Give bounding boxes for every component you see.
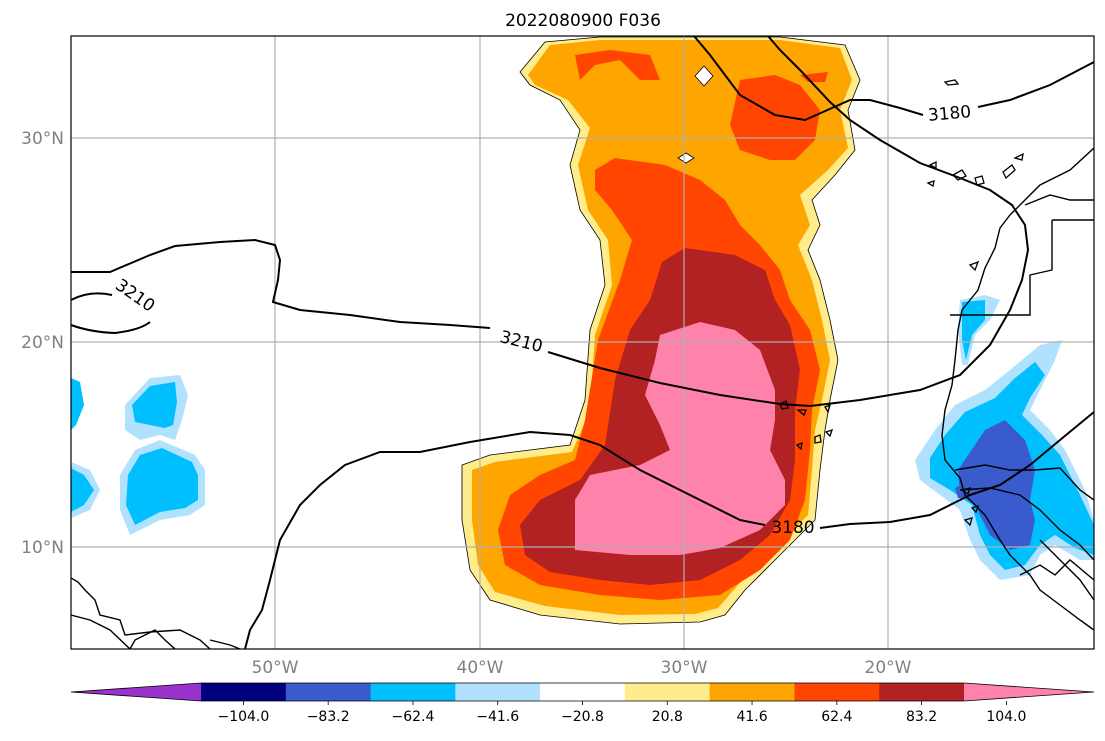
- lat-label-30n: 30°N: [21, 129, 64, 149]
- colorbar-tick-label: 104.0: [986, 709, 1026, 725]
- neg-blob-edge1: [71, 378, 84, 430]
- coastline-south-america: [71, 614, 131, 649]
- map-gridlines: [71, 36, 1094, 649]
- colorbar-segment: [794, 683, 880, 701]
- colorbar-tick-label: −83.2: [307, 709, 350, 725]
- colorbar-outline: [70, 682, 1095, 702]
- pocket-white-2: [677, 152, 695, 164]
- colorbar-segment: [879, 683, 965, 701]
- colorbar-segment: [285, 683, 372, 701]
- lon-label-30w: 30°W: [661, 658, 708, 678]
- lon-label-40w: 40°W: [457, 658, 504, 678]
- island-canary-2: [974, 175, 985, 186]
- island-canary-4: [1013, 152, 1024, 161]
- contour-3180-south-b: [819, 411, 1094, 529]
- contour-3210-west-2: [71, 321, 151, 335]
- island-cape-verde-3: [814, 434, 822, 444]
- border-mauritania: [950, 220, 1053, 316]
- colorbar-segment: [624, 683, 711, 701]
- neg-east-small-inner: [962, 300, 985, 360]
- colorbar: −104.0 −83.2 −62.4 −41.6 −20.8 20.8 41.6 62.4 83…: [70, 682, 1095, 725]
- pocket-white-1: [694, 65, 714, 87]
- contour-label-3210-west: 3210: [111, 275, 158, 316]
- lat-label-20n: 20°N: [21, 333, 64, 353]
- border-westafrica-4: [1019, 559, 1094, 581]
- coastlines: [71, 147, 1094, 649]
- shade-outline: [461, 36, 861, 625]
- coastline-guiana: [209, 639, 241, 649]
- island-cape-verde-1: [779, 400, 789, 410]
- coastline-canary-border: [1024, 194, 1094, 206]
- height-contours: [71, 36, 1094, 649]
- shade-83-2-small: [800, 72, 828, 82]
- island-bijagos-3: [960, 487, 971, 496]
- colorbar-segment: [370, 683, 456, 701]
- contour-3210-b: [547, 36, 1030, 408]
- colorbar-tick-label: 62.4: [821, 709, 852, 725]
- contour-label-3180-east: 3180: [927, 102, 972, 126]
- colorbar-tick-label: −104.0: [217, 709, 269, 725]
- colorbar-tick-label: −62.4: [391, 709, 434, 725]
- contour-3180-east-b: [977, 61, 1094, 108]
- coastline-africa: [941, 147, 1094, 631]
- lon-label-20w: 20°W: [865, 658, 912, 678]
- island-cape-verde-2: [796, 409, 807, 417]
- island-madeira: [928, 160, 937, 170]
- anomaly-shading: [71, 37, 1094, 624]
- island-canary-5: [926, 180, 935, 188]
- colorbar-extend-low: [71, 683, 201, 701]
- colorbar-segment: [201, 683, 287, 701]
- island-canary-1: [951, 169, 967, 181]
- border-westafrica: [954, 464, 1094, 501]
- shade-gt-104: [575, 322, 785, 555]
- islands: [779, 79, 1024, 527]
- figure-title: 2022080900 F036: [505, 11, 661, 31]
- shade-83-2-north: [575, 50, 660, 80]
- map-frame: [70, 35, 1095, 650]
- coastline-lesser-antilles: [71, 577, 211, 649]
- colorbar-tick-label: 41.6: [736, 709, 767, 725]
- colorbar-segment: [709, 683, 795, 701]
- contour-3210: [71, 238, 491, 329]
- island-canary-6: [968, 260, 980, 272]
- coastline-antilles-2: [129, 629, 176, 649]
- colorbar-tick-label: 20.8: [652, 709, 683, 725]
- neg-east-core: [958, 420, 1035, 550]
- colorbar-tick-label: 83.2: [906, 709, 937, 725]
- border-westafrica-3: [1039, 539, 1094, 601]
- contour-label-3210-mid: 3210: [498, 327, 545, 357]
- island-cape-verde-6: [824, 403, 831, 414]
- neg-blob-w2-inner: [126, 448, 198, 525]
- colorbar-segment: [540, 683, 626, 701]
- island-azores-1: [943, 79, 960, 86]
- lon-label-50w: 50°W: [252, 658, 299, 678]
- colorbar-tick-label: −41.6: [476, 709, 519, 725]
- contour-label-3180-south: 3180: [771, 518, 814, 538]
- neg-blob-w1-inner: [132, 382, 177, 428]
- contour-3180-south: [244, 430, 766, 649]
- island-canary-3: [1002, 164, 1016, 180]
- contour-3210-west: [71, 292, 113, 301]
- map-area: 3210 3210 3180 3180: [71, 36, 1094, 649]
- island-cape-verde-4: [824, 428, 834, 438]
- island-bijagos-2: [970, 504, 980, 514]
- colorbar-tick-label: −20.8: [561, 709, 604, 725]
- neg-blob-edge2-inner: [71, 468, 94, 512]
- island-cape-verde-5: [795, 441, 803, 451]
- lat-label-10n: 10°N: [21, 538, 64, 558]
- colorbar-segment: [455, 683, 541, 701]
- island-bijagos-1: [963, 517, 973, 527]
- shade-83-2-ne: [730, 75, 820, 160]
- contour-3180-east: [693, 36, 924, 122]
- colorbar-extend-high: [964, 683, 1094, 701]
